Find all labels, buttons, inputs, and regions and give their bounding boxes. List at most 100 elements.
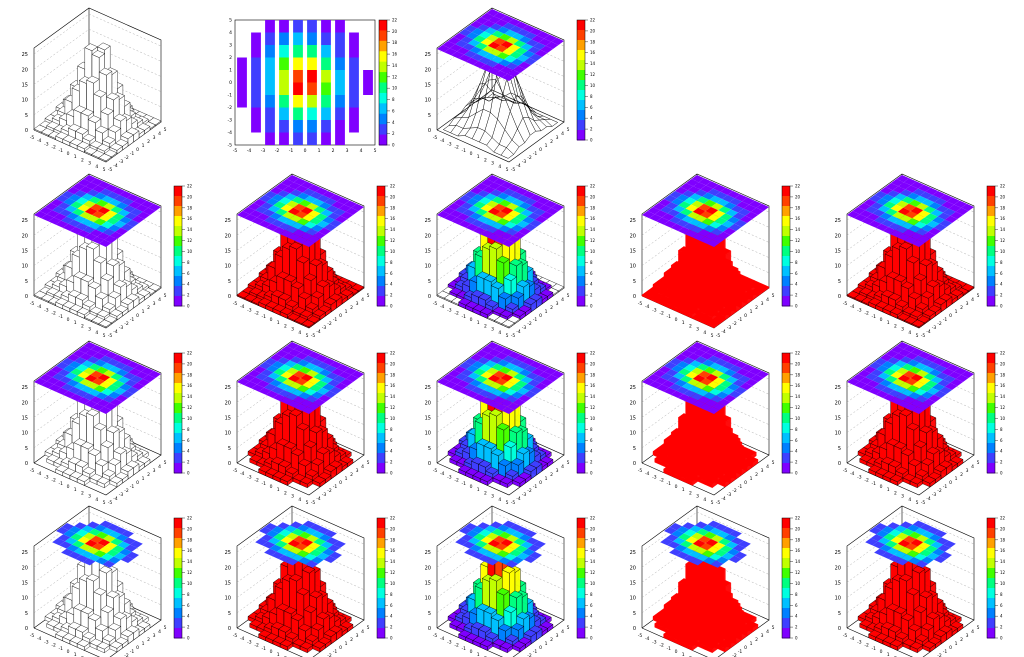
palette-band <box>782 186 790 197</box>
z-gridline <box>33 13 162 55</box>
y-tick-label: -4 <box>516 329 521 335</box>
x-tick-label: 2 <box>284 490 287 496</box>
z-tick-label: 15 <box>22 248 28 254</box>
z-tick-label: 25 <box>225 385 231 391</box>
top-color-cell <box>536 31 550 39</box>
bar-top <box>75 126 89 135</box>
top-color-cell <box>495 45 508 53</box>
z-tick-label: 20 <box>425 400 431 406</box>
x-tick-label: 4 <box>298 330 301 336</box>
y-tick-label: -2 <box>527 488 532 494</box>
top-color-cell <box>509 51 523 59</box>
y-tick-label: 0 <box>136 147 139 153</box>
palette-tick-label: 8 <box>187 260 190 265</box>
colz-cell <box>293 32 303 45</box>
colz-cell <box>307 82 317 95</box>
colz-cell <box>321 45 331 58</box>
surface-line <box>493 95 544 153</box>
palette-tick-label: 10 <box>187 416 193 421</box>
colz-cell <box>349 57 359 70</box>
surface-line <box>500 116 551 156</box>
y-tick-label: 4 <box>971 464 974 470</box>
colz-cell <box>349 82 359 95</box>
bar-top <box>98 67 113 76</box>
palette-tick-label: 20 <box>392 29 398 34</box>
palette-tick-label: 6 <box>590 105 593 110</box>
x-tick-label: -2 <box>275 148 280 154</box>
y-tick-label: 1 <box>750 309 753 315</box>
y-tick-label: -5 <box>921 333 926 339</box>
top-color-cell <box>551 37 564 45</box>
y-tick-label: -2 <box>732 488 737 494</box>
palette-tick-label: 14 <box>390 394 396 399</box>
palette-tick-label: 14 <box>187 227 193 232</box>
palette-tick-label: 0 <box>390 304 393 309</box>
surface-line <box>448 124 514 155</box>
colz-cell <box>237 70 247 83</box>
palette-band <box>987 286 995 297</box>
y-tick-label: 5 <box>567 460 570 466</box>
x-tick-label: -5 <box>30 468 35 474</box>
bar-top <box>91 50 106 58</box>
palette-band <box>577 363 585 374</box>
palette-tick-label: 16 <box>795 383 801 388</box>
y-tick-label: -5 <box>716 500 721 506</box>
x-tick-label: 0 <box>470 484 473 490</box>
palette-tick-label: 0 <box>392 143 395 148</box>
y-tick-label: -4 <box>516 163 521 169</box>
palette-tick-label: 0 <box>590 471 593 476</box>
y-tick-label: 2 <box>147 472 150 478</box>
top-color-cell <box>478 31 492 39</box>
x-tick-label: 1 <box>477 487 480 493</box>
top-color-cell <box>505 62 519 70</box>
palette-band <box>577 216 585 227</box>
palette-tick-label: 22 <box>795 184 801 189</box>
colz-cell <box>335 132 345 145</box>
palette-band <box>377 286 385 297</box>
palette-tick-label: 12 <box>1000 238 1006 243</box>
palette-tick-label: 22 <box>392 18 398 23</box>
colz-cell <box>265 20 275 33</box>
top-color-cell <box>491 56 504 64</box>
palette-tick-label: 16 <box>187 383 193 388</box>
z-tick-label: 15 <box>22 415 28 421</box>
colz-cell <box>321 70 331 83</box>
x-tick-label: 4 <box>95 497 98 503</box>
palette-band <box>782 286 790 297</box>
top-color-cell <box>486 34 499 42</box>
z-tick-label: 10 <box>225 264 231 270</box>
palette-tick-label: 6 <box>795 438 798 443</box>
palette-band <box>782 226 790 237</box>
y-tick-label: 5 <box>367 460 370 466</box>
z-tick-label: 25 <box>630 218 636 224</box>
palette-band <box>174 453 182 464</box>
palette-tick-label: 2 <box>590 293 593 298</box>
x-tick-label: -1 <box>462 314 467 320</box>
y-tick-label: -3 <box>322 325 327 331</box>
top-color-cell <box>484 27 498 35</box>
palette-band <box>377 453 385 464</box>
palette-band <box>782 433 790 444</box>
palette-tick-label: 6 <box>392 108 395 113</box>
y-tick-label: -5 <box>511 500 516 506</box>
y-tick-label: 1 <box>345 476 348 482</box>
palette-tick-label: 20 <box>795 361 801 366</box>
y-tick-label: -3 <box>522 325 527 331</box>
x-tick-label: 5 <box>374 148 377 154</box>
y-tick-label: -3 <box>119 492 124 498</box>
palette-tick-label: 18 <box>1000 205 1006 210</box>
z-tick-label: 5 <box>428 446 431 452</box>
colz-cell <box>321 57 331 70</box>
z-tick-label: 0 <box>25 128 28 134</box>
palette-band <box>782 216 790 227</box>
z-tick-label: 25 <box>425 385 431 391</box>
palette-band <box>577 110 585 121</box>
z-tick-label: 10 <box>630 264 636 270</box>
bar-top <box>109 142 123 151</box>
top-color-cell <box>475 17 489 25</box>
top-color-cell <box>500 66 513 74</box>
y-tick-label: -1 <box>130 151 135 157</box>
